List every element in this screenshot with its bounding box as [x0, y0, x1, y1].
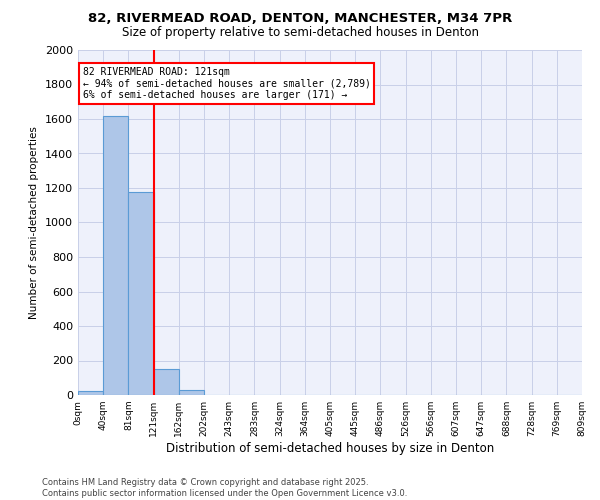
Y-axis label: Number of semi-detached properties: Number of semi-detached properties: [29, 126, 40, 319]
Bar: [154, 369, 179, 395]
Text: 82, RIVERMEAD ROAD, DENTON, MANCHESTER, M34 7PR: 82, RIVERMEAD ROAD, DENTON, MANCHESTER, …: [88, 12, 512, 26]
Bar: [78, 390, 103, 395]
Text: Size of property relative to semi-detached houses in Denton: Size of property relative to semi-detach…: [121, 26, 479, 39]
X-axis label: Distribution of semi-detached houses by size in Denton: Distribution of semi-detached houses by …: [166, 442, 494, 455]
Bar: [128, 192, 154, 395]
Bar: [103, 116, 128, 395]
Text: Contains HM Land Registry data © Crown copyright and database right 2025.
Contai: Contains HM Land Registry data © Crown c…: [42, 478, 407, 498]
Bar: [179, 390, 204, 395]
Text: 82 RIVERMEAD ROAD: 121sqm
← 94% of semi-detached houses are smaller (2,789)
6% o: 82 RIVERMEAD ROAD: 121sqm ← 94% of semi-…: [83, 67, 370, 100]
